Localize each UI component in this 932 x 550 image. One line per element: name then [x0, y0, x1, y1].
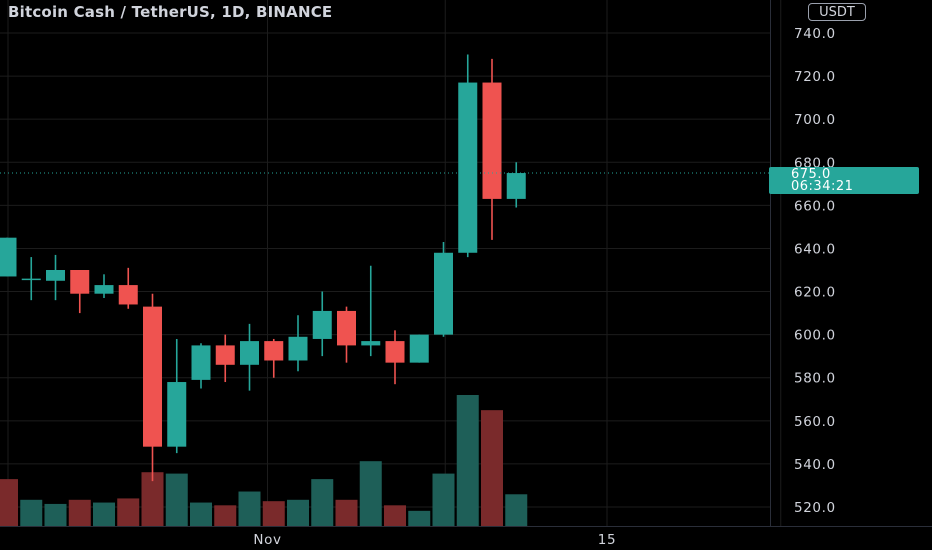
- candle[interactable]: [94, 274, 114, 299]
- candle[interactable]: [167, 338, 187, 454]
- volume-bar: [505, 494, 528, 526]
- last-price-value: 675.0: [791, 167, 831, 182]
- last-price-tag: 675.0 06:34:21: [769, 167, 919, 194]
- candle-body: [0, 237, 17, 277]
- volume-bar: [311, 479, 334, 526]
- volume-bar: [432, 473, 455, 526]
- time-tick-label: 15: [598, 532, 616, 548]
- volume-bar: [165, 473, 188, 526]
- candle-body: [482, 82, 502, 199]
- candle-body: [240, 341, 259, 365]
- candle-body: [94, 285, 114, 294]
- volume-bar: [117, 498, 140, 526]
- volume-bar: [262, 501, 285, 526]
- candle-body: [143, 306, 162, 447]
- price-tick-label: 740.0: [794, 26, 836, 42]
- volume-bars: [0, 395, 528, 526]
- candle-body: [46, 270, 65, 281]
- candle-body: [506, 173, 526, 199]
- candle-body: [337, 310, 356, 346]
- volume-bar: [481, 410, 503, 526]
- price-tick-label: 580.0: [794, 371, 836, 387]
- price-tick-label: 640.0: [794, 241, 836, 257]
- volume-bar: [141, 472, 164, 526]
- currency-button[interactable]: USDT: [808, 3, 866, 21]
- price-tick-label: 720.0: [794, 69, 836, 85]
- price-axis[interactable]: 740.0720.0700.0680.0660.0640.0620.0600.0…: [794, 26, 836, 516]
- bar-countdown: 06:34:21: [791, 179, 854, 194]
- candle[interactable]: [46, 254, 65, 301]
- candles: [0, 54, 526, 482]
- candle-body: [191, 345, 211, 380]
- candle[interactable]: [458, 54, 478, 258]
- volume-bar: [384, 505, 406, 526]
- price-tick-label: 600.0: [794, 328, 836, 344]
- volume-bar: [408, 510, 431, 526]
- volume-bar: [44, 503, 67, 526]
- candle-body: [215, 345, 235, 365]
- grid-lines: [0, 0, 782, 526]
- candle[interactable]: [191, 343, 211, 389]
- candle[interactable]: [288, 315, 308, 372]
- candle[interactable]: [361, 265, 381, 357]
- candle-body: [458, 82, 478, 253]
- volume-bar: [93, 502, 115, 526]
- candle[interactable]: [118, 267, 138, 309]
- candle-body: [434, 252, 453, 335]
- volume-bar: [190, 502, 212, 526]
- candle[interactable]: [215, 334, 235, 383]
- candle-body: [312, 310, 332, 339]
- volume-bar: [214, 505, 237, 526]
- price-tick-label: 620.0: [794, 285, 836, 301]
- candle-body: [264, 341, 284, 361]
- volume-bar: [68, 499, 91, 526]
- candle[interactable]: [409, 334, 429, 363]
- price-tick-label: 660.0: [794, 198, 836, 214]
- volume-bar: [0, 479, 18, 526]
- volume-bar: [359, 461, 382, 526]
- candle[interactable]: [0, 237, 17, 277]
- price-tick-label: 560.0: [794, 414, 836, 430]
- candle[interactable]: [143, 293, 162, 482]
- candle-body: [118, 285, 138, 305]
- candle[interactable]: [240, 323, 259, 391]
- candle[interactable]: [21, 257, 41, 301]
- candle[interactable]: [70, 270, 90, 314]
- time-tick-label: Nov: [253, 532, 281, 548]
- volume-bar: [335, 499, 358, 526]
- volume-bar: [287, 499, 309, 526]
- candle[interactable]: [312, 291, 332, 357]
- price-tick-label: 520.0: [794, 500, 836, 516]
- candle-body: [361, 341, 381, 346]
- price-tick-label: 540.0: [794, 457, 836, 473]
- candle-body: [21, 278, 41, 281]
- candle[interactable]: [482, 58, 502, 240]
- candle-body: [167, 382, 187, 447]
- volume-bar: [238, 491, 261, 526]
- price-tick-label: 700.0: [794, 112, 836, 128]
- candle[interactable]: [385, 330, 405, 385]
- candle-body: [385, 341, 405, 363]
- volume-bar: [456, 395, 479, 526]
- time-axis[interactable]: Nov 15: [253, 532, 616, 548]
- candle-body: [409, 334, 429, 363]
- chart-title: Bitcoin Cash / TetherUS, 1D, BINANCE: [8, 3, 333, 21]
- volume-bar: [20, 499, 43, 526]
- candle[interactable]: [337, 306, 356, 363]
- candle-body: [288, 336, 308, 361]
- candle[interactable]: [264, 338, 284, 378]
- candle[interactable]: [434, 241, 453, 337]
- candle[interactable]: [506, 162, 526, 208]
- candle-body: [70, 270, 90, 294]
